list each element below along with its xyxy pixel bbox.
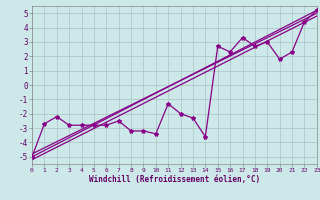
X-axis label: Windchill (Refroidissement éolien,°C): Windchill (Refroidissement éolien,°C) — [89, 175, 260, 184]
